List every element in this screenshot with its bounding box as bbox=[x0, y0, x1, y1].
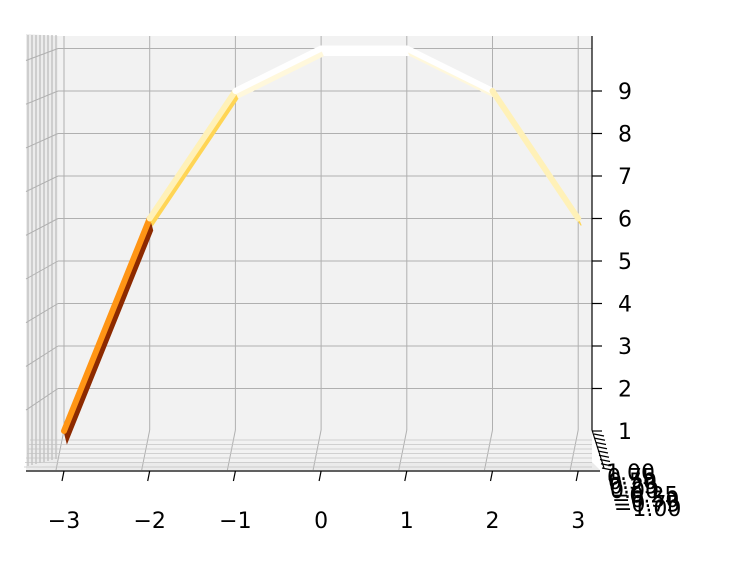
x-tick bbox=[61, 470, 65, 482]
z-tick-label: 8 bbox=[618, 123, 632, 148]
side-grid-line bbox=[25, 48, 59, 61]
x-tick-label: 2 bbox=[486, 509, 500, 534]
left-pane bbox=[26, 34, 58, 470]
z-tick-label: 6 bbox=[618, 208, 632, 233]
z-tick-label: 7 bbox=[618, 165, 632, 190]
surface-edge bbox=[489, 88, 582, 222]
y-tick-label: 0.50 bbox=[608, 470, 657, 495]
y-tick-label: −0.50 bbox=[612, 488, 679, 513]
floor-grid-line bbox=[312, 429, 322, 471]
y-tick bbox=[599, 458, 611, 463]
z-tick-label: 5 bbox=[618, 250, 632, 275]
surface-edge bbox=[146, 88, 239, 222]
x-tick-label: 0 bbox=[314, 509, 328, 534]
z-tick-label: 9 bbox=[618, 80, 632, 105]
x-tick bbox=[489, 470, 494, 482]
y-tick bbox=[600, 463, 612, 467]
x-tick bbox=[147, 470, 151, 482]
side-grid-line bbox=[25, 260, 59, 280]
floor-grid-line bbox=[569, 429, 579, 471]
tick-labels: 1 2 3 4 5 6 7 8 9 −3 −2 −1 0 1 2 3 1.000.750.500.250.00−… bbox=[48, 80, 682, 534]
y-tick-label: −0.75 bbox=[613, 493, 680, 518]
side-grid-line bbox=[25, 175, 59, 193]
floor-grid-line bbox=[484, 429, 493, 471]
y-tick bbox=[597, 450, 609, 454]
y-tick-label: 0.00 bbox=[610, 479, 659, 504]
y-tick bbox=[601, 467, 613, 471]
x-tick-label: −1 bbox=[219, 509, 251, 534]
z-tick-label: 4 bbox=[618, 293, 632, 318]
y-tick bbox=[598, 454, 610, 458]
side-grid-line bbox=[25, 345, 59, 367]
grid-lines bbox=[24, 35, 592, 471]
side-grid-line bbox=[25, 388, 59, 411]
surface-edge bbox=[403, 45, 496, 94]
axis-panes bbox=[26, 34, 600, 470]
y-tick-label: 1.00 bbox=[606, 461, 655, 486]
x-tick-label: 1 bbox=[400, 509, 414, 534]
x-tick bbox=[318, 470, 322, 482]
z-tick-label: 1 bbox=[618, 420, 632, 445]
side-grid-line bbox=[25, 90, 59, 105]
y-tick bbox=[596, 446, 608, 450]
axes bbox=[26, 36, 613, 482]
y-tick bbox=[593, 433, 605, 437]
surface-plot bbox=[61, 45, 582, 445]
side-grid-line bbox=[25, 133, 59, 149]
surface-edge bbox=[61, 215, 153, 434]
x-tick-label: −2 bbox=[133, 509, 165, 534]
y-tick-label: 0.75 bbox=[607, 466, 656, 491]
floor-grid-line bbox=[141, 429, 151, 471]
z-tick-label: 3 bbox=[618, 335, 632, 360]
floor-grid-line bbox=[55, 429, 65, 471]
x-tick bbox=[575, 470, 579, 482]
y-tick bbox=[595, 441, 607, 446]
surface-edge bbox=[232, 45, 325, 94]
x-tick-label: 3 bbox=[571, 509, 585, 534]
floor-pane bbox=[26, 462, 600, 470]
y-tick bbox=[594, 437, 606, 441]
x-tick bbox=[232, 470, 236, 482]
y-tick-label: −1.00 bbox=[614, 497, 681, 522]
z-tick-label: 2 bbox=[618, 378, 632, 403]
y-axis-line bbox=[591, 429, 605, 469]
x-tick-label: −3 bbox=[48, 509, 80, 534]
floor-grid-line bbox=[398, 429, 408, 471]
floor-grid-line bbox=[226, 429, 236, 471]
side-grid-line bbox=[25, 218, 59, 236]
side-grid-line bbox=[25, 303, 59, 324]
y-tick-label: −0.25 bbox=[611, 484, 678, 509]
y-tick-label: 0.25 bbox=[609, 475, 658, 500]
x-tick bbox=[404, 470, 408, 482]
